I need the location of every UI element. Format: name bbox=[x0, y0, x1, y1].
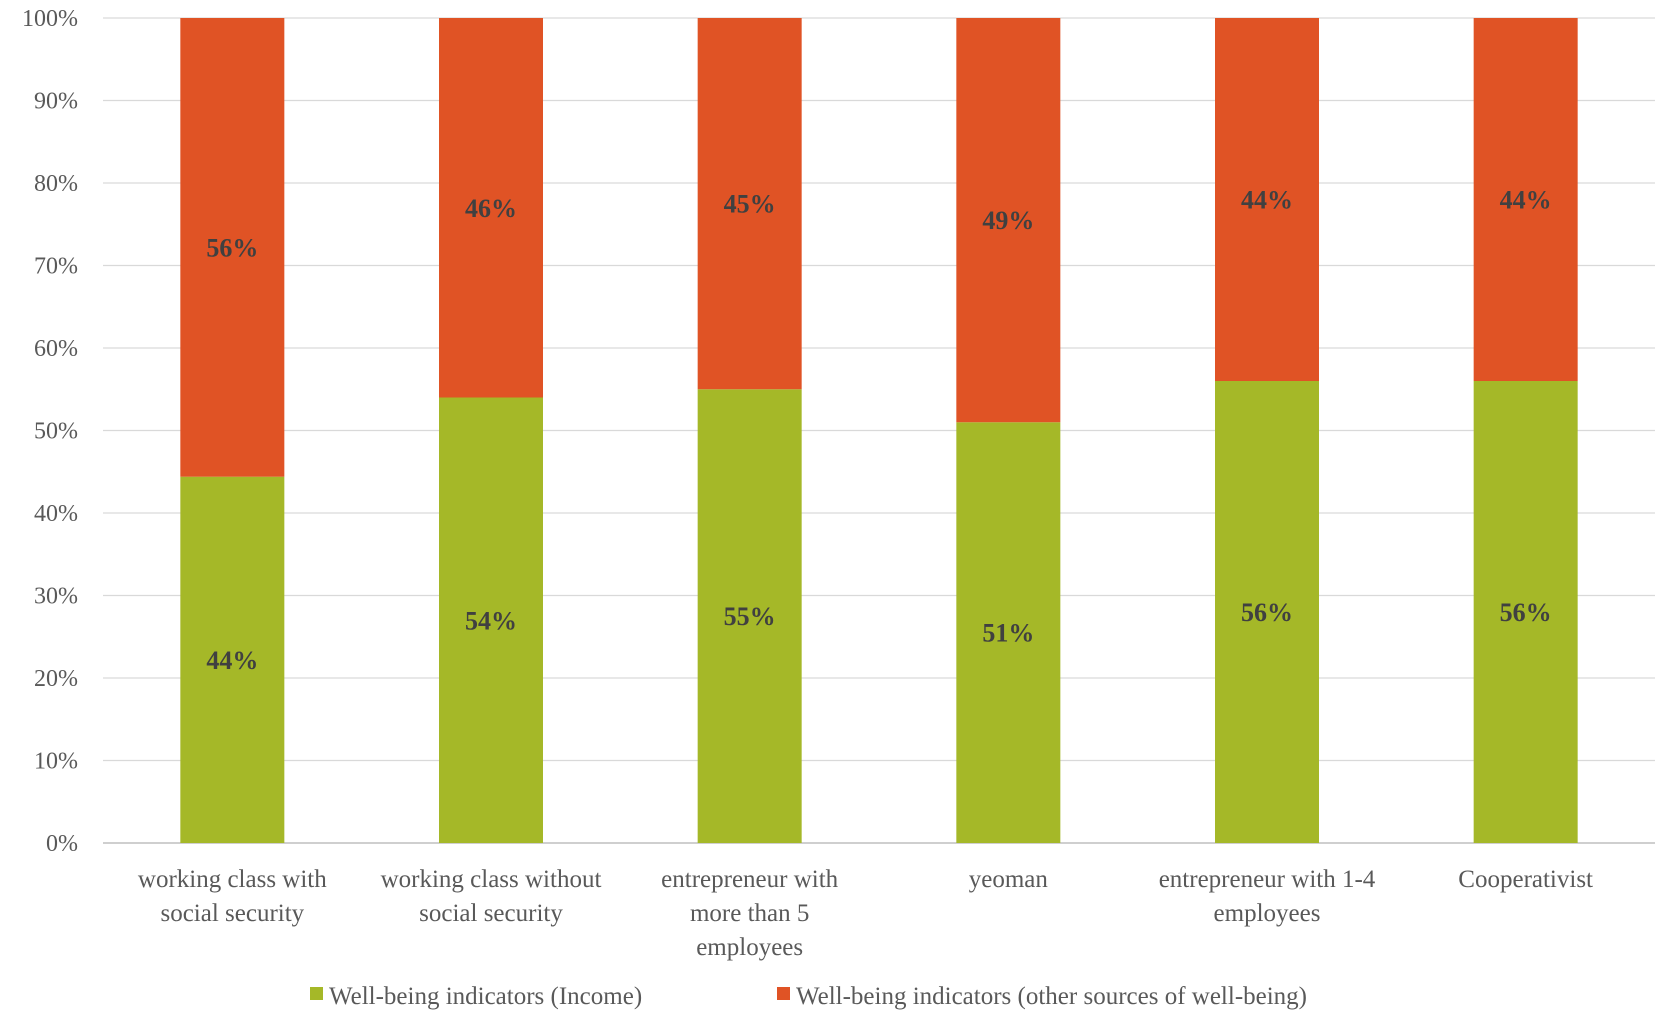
bar-segment-other bbox=[1473, 18, 1578, 381]
x-axis: working class with social security working… bbox=[138, 866, 1593, 961]
bar-segment-other bbox=[697, 18, 802, 390]
gridlines bbox=[103, 17, 1655, 844]
legend-swatch-income bbox=[310, 987, 323, 1000]
x-category-label: employees bbox=[696, 934, 803, 961]
data-label: 44% bbox=[206, 646, 258, 675]
x-category-label: working class without bbox=[381, 866, 602, 893]
x-category-label: entrepreneur with 1-4 bbox=[1159, 866, 1376, 893]
x-category-label: social security bbox=[419, 900, 563, 927]
bar-segment-other bbox=[956, 18, 1061, 423]
data-label: 54% bbox=[465, 606, 517, 635]
legend-label-income: Well-being indicators (Income) bbox=[329, 983, 642, 1010]
legend: Well-being indicators (Income) Well-being… bbox=[310, 983, 1307, 1010]
data-label: 56% bbox=[1500, 598, 1552, 627]
legend-swatch-other bbox=[777, 987, 790, 1000]
y-tick-label: 50% bbox=[34, 419, 78, 445]
data-label: 49% bbox=[982, 206, 1034, 235]
y-tick-label: 60% bbox=[34, 336, 78, 362]
y-tick-label: 10% bbox=[34, 749, 78, 775]
data-label: 45% bbox=[724, 190, 776, 219]
x-category-label: more than 5 bbox=[690, 900, 809, 927]
bar-segment-other bbox=[1215, 18, 1319, 381]
bars: 44% 56% 54% 46% 55% 45% 51% 49% 56% 44% 56% 44% bbox=[180, 18, 1578, 843]
data-label: 56% bbox=[206, 233, 258, 262]
x-category-label: yeoman bbox=[969, 866, 1049, 893]
bar-segment-other bbox=[180, 18, 285, 477]
bar-segment-other bbox=[439, 18, 543, 398]
y-tick-label: 40% bbox=[34, 501, 78, 527]
y-axis: 0% 10% 20% 30% 40% 50% 60% 70% 80% 90% 100% bbox=[22, 6, 78, 857]
bar-segment-income bbox=[1473, 381, 1578, 843]
bar-segment-income bbox=[697, 389, 802, 843]
x-category-label: social security bbox=[160, 900, 304, 927]
bar-segment-income bbox=[180, 476, 285, 843]
data-label: 44% bbox=[1500, 186, 1552, 215]
data-label: 44% bbox=[1241, 186, 1293, 215]
data-label: 46% bbox=[465, 194, 517, 223]
legend-label-other: Well-being indicators (other sources of … bbox=[796, 983, 1307, 1010]
bar-segment-income bbox=[956, 422, 1061, 843]
x-category-label: Cooperativist bbox=[1458, 866, 1593, 893]
y-tick-label: 0% bbox=[46, 831, 78, 857]
bar-segment-income bbox=[1215, 381, 1319, 843]
y-tick-label: 70% bbox=[34, 254, 78, 280]
bar-segment-income bbox=[439, 397, 543, 843]
data-label: 55% bbox=[724, 602, 776, 631]
data-label: 56% bbox=[1241, 598, 1293, 627]
y-tick-label: 80% bbox=[34, 171, 78, 197]
y-tick-label: 100% bbox=[22, 6, 78, 32]
y-tick-label: 90% bbox=[34, 89, 78, 115]
x-category-label: working class with bbox=[138, 866, 327, 893]
x-category-label: employees bbox=[1214, 900, 1321, 927]
x-category-label: entrepreneur with bbox=[661, 866, 839, 893]
y-tick-label: 30% bbox=[34, 584, 78, 610]
y-tick-label: 20% bbox=[34, 666, 78, 692]
data-label: 51% bbox=[982, 619, 1034, 648]
